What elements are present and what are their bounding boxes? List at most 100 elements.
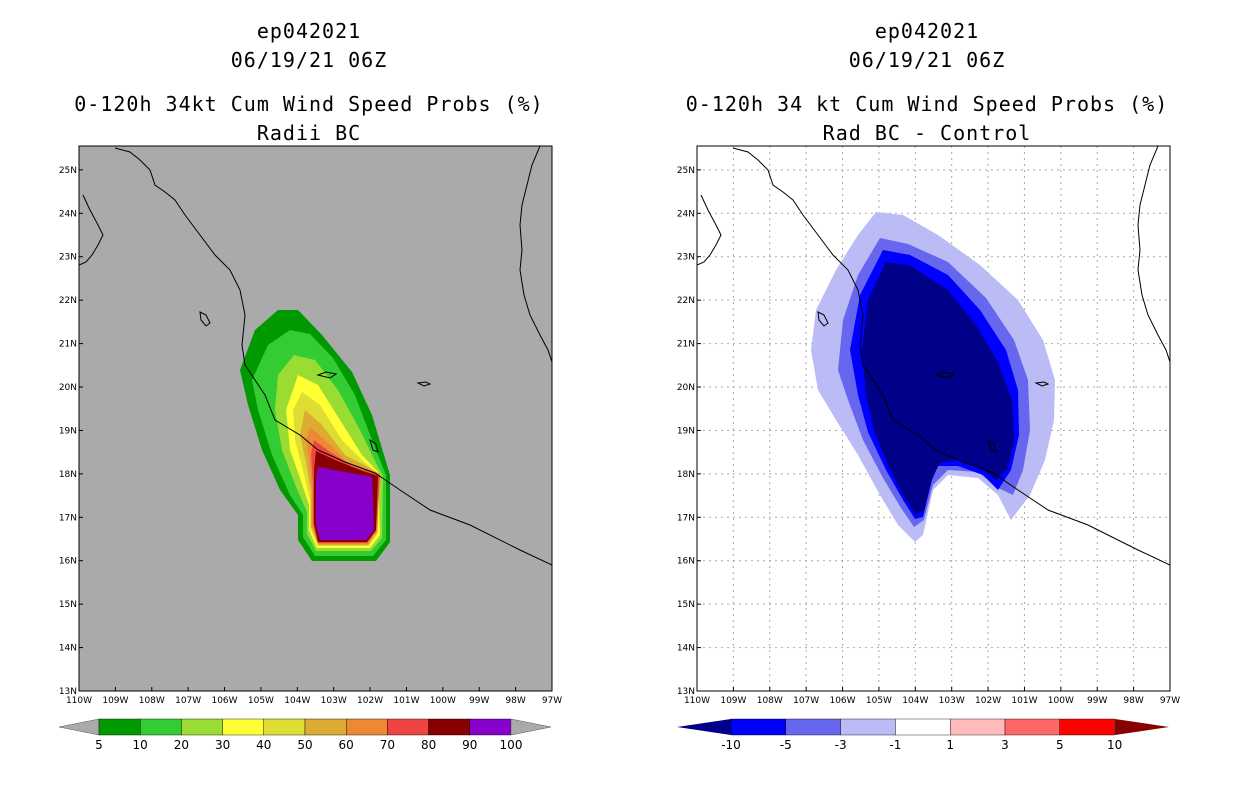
left-lon-label: 107W xyxy=(175,696,201,706)
left-colorbar-label: 30 xyxy=(215,738,230,752)
right-lat-label: 23N xyxy=(677,253,695,263)
left-lon-label: 98W xyxy=(505,696,525,706)
right-colorbar-swatch xyxy=(1004,718,1060,736)
right-map: 110W 109W 108W 107W 106W 105W 104W 103W 102W 101W… xyxy=(677,145,1180,752)
right-lat-label: 15N xyxy=(677,600,695,610)
left-lat-label: 25N xyxy=(59,166,77,176)
left-colorbar-swatch xyxy=(181,718,223,736)
left-panel: ep042021 06/19/21 06Z 0-120h 34kt Cum Wi… xyxy=(58,19,562,752)
left-colorbar-swatch xyxy=(428,718,471,736)
right-lon-label: 107W xyxy=(793,696,819,706)
left-map-frame xyxy=(78,145,553,692)
right-datetime: 06/19/21 06Z xyxy=(848,48,1006,72)
left-colorbar-label: 100 xyxy=(500,738,523,752)
left-datetime: 06/19/21 06Z xyxy=(230,48,388,72)
left-colorbar-swatch xyxy=(387,718,429,736)
right-lon-label: 110W xyxy=(684,696,710,706)
left-colorbar-label: 20 xyxy=(174,738,189,752)
left-storm-id: ep042021 xyxy=(256,19,362,43)
right-lat-label: 14N xyxy=(677,644,695,654)
right-lon-label: 98W xyxy=(1123,696,1143,706)
left-colorbar-swatch xyxy=(263,718,306,736)
right-lon-label: 106W xyxy=(829,696,855,706)
right-lon-label: 103W xyxy=(939,696,965,706)
left-lat-label: 14N xyxy=(59,644,77,654)
left-lat-label: 20N xyxy=(59,383,77,393)
left-colorbar-swatch xyxy=(346,718,388,736)
left-title: 0-120h 34kt Cum Wind Speed Probs (%) xyxy=(74,92,544,116)
right-colorbar-label: 1 xyxy=(946,738,954,752)
right-storm-id: ep042021 xyxy=(874,19,980,43)
left-lat-label: 18N xyxy=(59,470,77,480)
right-panel: ep042021 06/19/21 06Z 0-120h 34 kt Cum W… xyxy=(618,0,1236,800)
left-subtitle: Radii BC xyxy=(256,121,362,145)
left-lon-label: 109W xyxy=(102,696,128,706)
left-lon-label: 100W xyxy=(430,696,456,706)
left-lon-label: 103W xyxy=(321,696,347,706)
diff-contour-minus-10 xyxy=(862,262,1014,515)
right-colorbar-swatch xyxy=(785,718,841,736)
left-colorbar-swatch xyxy=(304,718,347,736)
left-axes: 110W 109W 108W 107W 106W 105W 104W 103W 102W 101W… xyxy=(59,166,562,706)
right-lat-label: 18N xyxy=(677,470,695,480)
right-colorbar: -10 -5 -3 -1 1 3 5 10 xyxy=(677,718,1169,752)
right-lat-label: 25N xyxy=(677,166,695,176)
left-colorbar-label: 80 xyxy=(421,738,436,752)
right-colorbar-label: 10 xyxy=(1107,738,1122,752)
right-colorbar-swatch xyxy=(895,718,951,736)
right-map-frame xyxy=(696,145,1171,692)
left-lon-label: 102W xyxy=(357,696,383,706)
left-colorbar-label: 50 xyxy=(297,738,312,752)
left-map: 110W 109W 108W 107W 106W 105W 104W 103W 102W 101W… xyxy=(58,145,562,752)
right-title: 0-120h 34 kt Cum Wind Speed Probs (%) xyxy=(685,92,1169,116)
left-lat-label: 21N xyxy=(59,340,77,350)
right-lat-label: 24N xyxy=(677,209,695,219)
left-colorbar-over-arrow xyxy=(510,718,552,736)
left-colorbar-swatch xyxy=(222,718,265,736)
right-colorbar-label: -5 xyxy=(780,738,792,752)
left-lon-label: 104W xyxy=(284,696,310,706)
left-colorbar-swatch xyxy=(139,718,182,736)
coastlines xyxy=(79,146,552,566)
left-lon-label: 97W xyxy=(542,696,562,706)
right-lon-label: 99W xyxy=(1087,696,1107,706)
right-colorbar-swatch xyxy=(730,718,786,736)
left-lon-label: 108W xyxy=(139,696,165,706)
left-colorbar-label: 60 xyxy=(339,738,354,752)
left-lat-label: 24N xyxy=(59,209,77,219)
left-lat-label: 22N xyxy=(59,296,77,306)
left-lat-label: 16N xyxy=(59,557,77,567)
left-lat-label: 17N xyxy=(59,513,77,523)
right-colorbar-swatch xyxy=(840,718,896,736)
left-lon-label: 110W xyxy=(66,696,92,706)
right-lon-label: 101W xyxy=(1011,696,1037,706)
right-colorbar-label: 3 xyxy=(1001,738,1009,752)
right-lat-label: 22N xyxy=(677,296,695,306)
left-lon-label: 105W xyxy=(248,696,274,706)
right-lat-label: 13N xyxy=(677,687,695,697)
left-colorbar-label: 90 xyxy=(462,738,477,752)
right-lon-label: 104W xyxy=(902,696,928,706)
left-lon-label: 101W xyxy=(393,696,419,706)
left-lon-label: 106W xyxy=(211,696,237,706)
right-lon-label: 105W xyxy=(866,696,892,706)
left-lat-label: 19N xyxy=(59,426,77,436)
right-lon-label: 108W xyxy=(757,696,783,706)
right-subtitle: Rad BC - Control xyxy=(822,121,1032,145)
left-colorbar-label: 5 xyxy=(95,738,103,752)
islands xyxy=(199,311,432,453)
left-colorbar-swatch xyxy=(469,718,512,736)
right-colorbar-swatch xyxy=(950,718,1006,736)
right-axes: 110W 109W 108W 107W 106W 105W 104W 103W 102W 101W… xyxy=(677,166,1180,706)
right-lat-label: 17N xyxy=(677,513,695,523)
right-colorbar-label: -1 xyxy=(889,738,901,752)
right-lon-label: 102W xyxy=(975,696,1001,706)
right-lat-label: 20N xyxy=(677,383,695,393)
right-lon-label: 100W xyxy=(1048,696,1074,706)
right-colorbar-swatch xyxy=(1059,718,1115,736)
left-lon-label: 99W xyxy=(469,696,489,706)
right-lat-label: 19N xyxy=(677,426,695,436)
right-colorbar-label: 5 xyxy=(1056,738,1064,752)
left-colorbar-under-arrow xyxy=(58,718,100,736)
left-colorbar-label: 70 xyxy=(380,738,395,752)
